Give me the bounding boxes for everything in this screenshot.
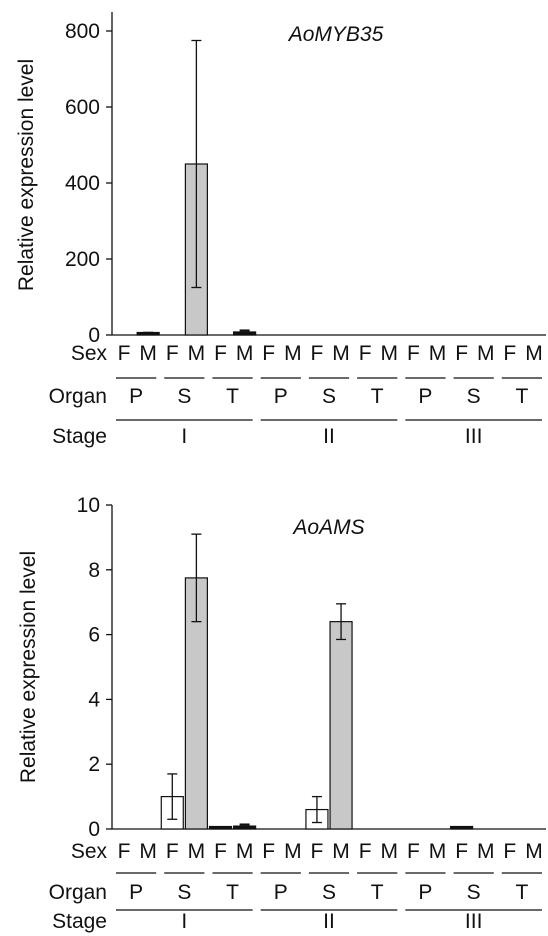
organ-label: S (467, 881, 481, 904)
sex-label: F (262, 342, 275, 365)
organ-label: T (515, 881, 528, 904)
organ-label: P (129, 881, 143, 904)
organ-label: T (226, 881, 239, 904)
y-tick-label: 400 (65, 172, 100, 195)
y-tick-label: 0 (88, 324, 100, 347)
organ-label: S (177, 881, 191, 904)
bar (329, 621, 353, 830)
sex-label: F (118, 342, 131, 365)
y-tick-label: 200 (65, 248, 100, 271)
stage-label: I (181, 910, 187, 933)
organ-label: S (467, 385, 481, 408)
sex-label: M (381, 840, 399, 863)
row-label-sex: Sex (71, 840, 108, 863)
sex-label: F (214, 342, 227, 365)
row-label-stage: Stage (52, 910, 107, 933)
y-axis-label: Relative expression level (17, 551, 40, 783)
stage-label: II (323, 910, 335, 933)
y-tick-label: 0 (88, 818, 100, 841)
sex-label: F (455, 342, 468, 365)
sex-label: M (332, 840, 350, 863)
sex-label: F (455, 840, 468, 863)
sex-label: F (262, 840, 275, 863)
sex-label: M (477, 342, 495, 365)
sex-label: M (429, 840, 447, 863)
sex-label: F (503, 840, 516, 863)
sex-label: M (429, 342, 447, 365)
stage-label: III (465, 910, 483, 933)
sex-label: F (214, 840, 227, 863)
panel-aoams: 0 2 4 6 8 10 Relative expression level AoAMS Sex… (17, 494, 546, 933)
organ-label: P (418, 385, 432, 408)
sex-label: F (407, 840, 420, 863)
y-tick-label: 2 (88, 753, 100, 776)
panel-title: AoMYB35 (287, 23, 384, 46)
organ-label: S (177, 385, 191, 408)
row-label-sex: Sex (71, 342, 108, 365)
sex-label: M (188, 342, 206, 365)
bar (233, 331, 257, 336)
sex-label: F (407, 342, 420, 365)
sex-label: M (477, 840, 495, 863)
sex-label: M (284, 342, 302, 365)
y-tick-label: 8 (88, 559, 100, 582)
panel-aomyb35: 0 200 400 600 800 Relative expression level Ao… (15, 12, 546, 448)
organ-label: P (274, 881, 288, 904)
sex-label: M (381, 342, 399, 365)
y-tick-label: 4 (88, 688, 100, 711)
sex-label: M (236, 342, 254, 365)
sex-label: M (525, 840, 543, 863)
organ-label: S (322, 881, 336, 904)
stage-label: II (323, 425, 335, 448)
y-tick-label: 6 (88, 624, 100, 647)
y-tick-label: 600 (65, 96, 100, 119)
bar (208, 825, 233, 830)
sex-label: F (166, 840, 179, 863)
sex-label: F (311, 840, 324, 863)
sex-label: M (188, 840, 206, 863)
y-axis-label: Relative expression level (15, 59, 38, 291)
bar (450, 825, 474, 830)
organ-label: T (371, 385, 384, 408)
panel-title: AoAMS (291, 516, 364, 539)
organ-label: T (226, 385, 239, 408)
sex-label: M (236, 840, 254, 863)
organ-label: T (371, 881, 384, 904)
sex-label: M (284, 840, 302, 863)
row-label-stage: Stage (52, 425, 107, 448)
organ-label: P (274, 385, 288, 408)
sex-label: F (503, 342, 516, 365)
sex-label: F (359, 342, 372, 365)
row-label-organ: Organ (49, 881, 107, 904)
row-label-organ: Organ (49, 385, 107, 408)
stage-label: I (181, 425, 187, 448)
sex-label: F (118, 840, 131, 863)
sex-label: F (359, 840, 372, 863)
sex-label: F (311, 342, 324, 365)
organ-label: T (515, 385, 528, 408)
organ-label: P (129, 385, 143, 408)
y-tick-label: 10 (77, 494, 100, 517)
sex-label: M (525, 342, 543, 365)
sex-label: F (166, 342, 179, 365)
sex-label: M (139, 342, 157, 365)
bar (233, 825, 257, 830)
y-tick-label: 800 (65, 20, 100, 43)
organ-label: S (322, 385, 336, 408)
sex-label: M (332, 342, 350, 365)
stage-label: III (465, 425, 483, 448)
sex-label: M (139, 840, 157, 863)
organ-label: P (418, 881, 432, 904)
